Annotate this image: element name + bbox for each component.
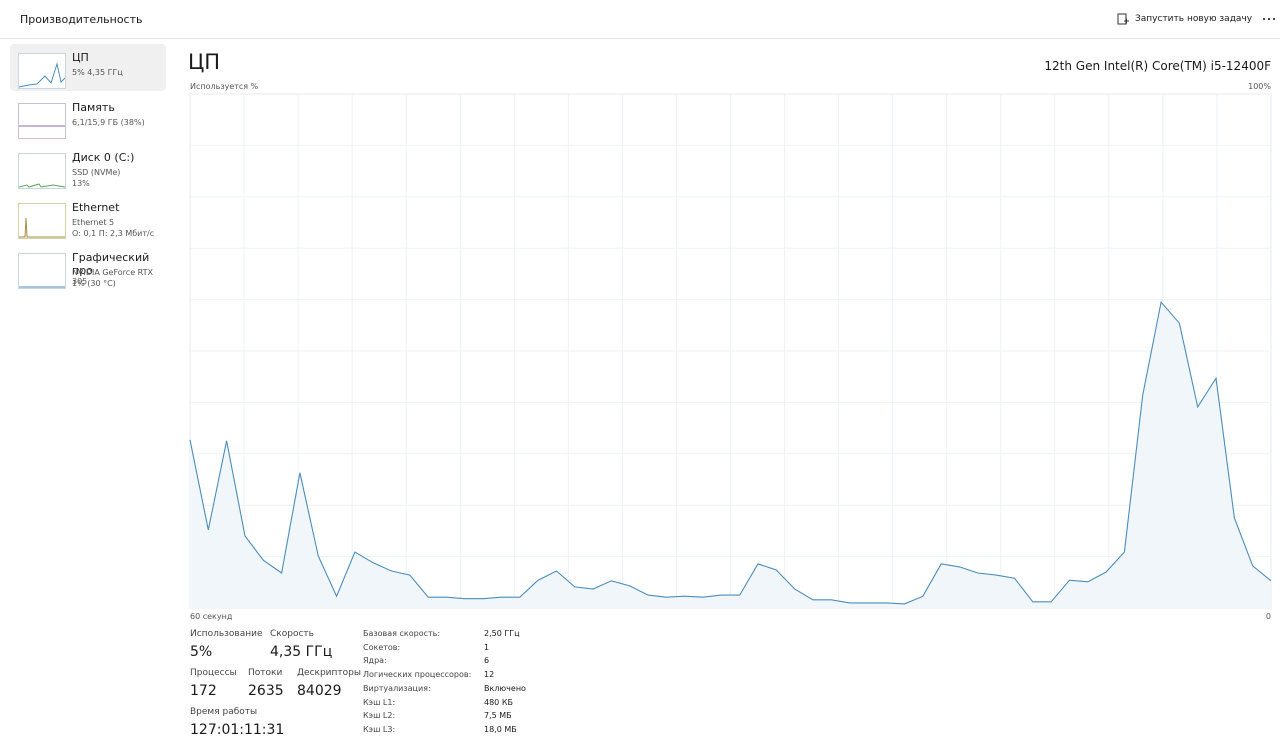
x-axis-label: 60 секунд <box>190 612 233 621</box>
new-task-button[interactable]: Запустить новую задачу <box>1135 14 1253 24</box>
detail-key: Кэш L1: <box>363 697 396 707</box>
sidebar-item[interactable]: ЦП 5% 4,35 ГГц <box>10 44 166 91</box>
thumbnail-graph <box>19 125 65 127</box>
stat-value: 4,35 ГГц <box>270 644 333 660</box>
sidebar-thumbnail <box>18 153 66 189</box>
thumbnail-graph <box>18 183 66 188</box>
detail-key: Ядра: <box>363 656 387 666</box>
sidebar-thumbnail <box>18 253 66 289</box>
sidebar-detail: SSD (NVMe) <box>72 168 121 177</box>
stat-label: Дескрипторы <box>297 668 361 678</box>
stat-label: Потоки <box>248 668 283 678</box>
y-axis-label: Используется % <box>190 82 259 91</box>
sidebar-name: Память <box>72 101 115 114</box>
sidebar-detail: 1% (30 °C) <box>72 279 116 288</box>
sidebar-detail: NVIDIA GeForce RTX 305 <box>72 268 154 286</box>
new-task-icon[interactable] <box>1117 13 1129 25</box>
detail-value: 1 <box>484 642 490 652</box>
y-tick-label: 100% <box>1248 82 1271 91</box>
stat-value: 84029 <box>297 683 342 699</box>
more-button[interactable] <box>1262 17 1276 21</box>
usage-line <box>189 300 1272 605</box>
sidebar-detail: 13% <box>72 179 90 188</box>
detail-value: 6 <box>484 656 490 666</box>
detail-key: Кэш L3: <box>363 724 396 734</box>
usage-area <box>190 302 1271 608</box>
header: Производительность Запустить новую задач… <box>0 0 1280 39</box>
detail-key: Сокетов: <box>363 642 401 652</box>
sidebar-name: Ethernet <box>72 201 120 214</box>
sidebar-detail: Ethernet 5 <box>72 218 115 227</box>
thumbnail-line <box>19 217 65 238</box>
detail-key: Кэш L2: <box>363 711 396 721</box>
panel-title: ЦП <box>188 50 221 74</box>
thumbnail-graph <box>18 62 66 88</box>
detail-key: Логических процессоров: <box>363 670 472 680</box>
sidebar-thumbnail <box>18 103 66 139</box>
cpu-chart: Используется % 100% 60 секунд 0 <box>189 82 1272 621</box>
sidebar-name: Диск 0 (C:) <box>72 151 135 164</box>
page-title: Производительность <box>20 13 143 26</box>
sidebar-item[interactable]: Графический про NVIDIA GeForce RTX 305 1% … <box>10 244 166 291</box>
sidebar-detail: 6,1/15,9 ГБ (38%) <box>72 118 145 127</box>
detail-value: 480 КБ <box>484 697 513 707</box>
sidebar-detail: 5% 4,35 ГГц <box>72 68 123 77</box>
stat-value: 2635 <box>248 683 284 699</box>
detail-value: Включено <box>484 683 526 693</box>
sidebar-thumbnail <box>18 203 66 239</box>
stat-value: 127:01:11:31 <box>190 722 285 738</box>
cpu-model: 12th Gen Intel(R) Core(TM) i5-12400F <box>1044 59 1271 73</box>
detail-value: 18,0 МБ <box>484 724 517 734</box>
stat-value: 172 <box>190 683 217 699</box>
stat-label: Процессы <box>190 668 237 678</box>
sidebar-detail: О: 0,1 П: 2,3 Мбит/с <box>72 229 155 238</box>
detail-value: 7,5 МБ <box>484 711 512 721</box>
thumbnail-line <box>18 62 66 88</box>
thumbnail-graph <box>19 286 65 288</box>
detail-key: Виртуализация: <box>363 683 431 693</box>
stat-label: Скорость <box>270 629 314 639</box>
sidebar-name: ЦП <box>72 51 89 64</box>
sidebar-thumbnail <box>18 53 66 89</box>
detail-key: Базовая скорость: <box>363 629 441 638</box>
sidebar-item[interactable]: Ethernet Ethernet 5 О: 0,1 П: 2,3 Мбит/с <box>10 194 166 241</box>
stat-label: Использование <box>190 629 263 639</box>
thumbnail-graph <box>19 217 65 238</box>
stat-label: Время работы <box>190 707 258 717</box>
stat-value: 5% <box>190 644 213 660</box>
sidebar-item[interactable]: Память 6,1/15,9 ГБ (38%) <box>10 94 166 141</box>
sidebar-name: Графический про <box>72 251 150 277</box>
x-axis-label: 0 <box>1266 612 1271 621</box>
detail-value: 12 <box>484 670 495 680</box>
thumbnail-line <box>18 183 66 188</box>
sidebar-item[interactable]: Диск 0 (C:) SSD (NVMe) 13% <box>10 144 166 191</box>
detail-value: 2,50 ГГц <box>484 629 520 638</box>
